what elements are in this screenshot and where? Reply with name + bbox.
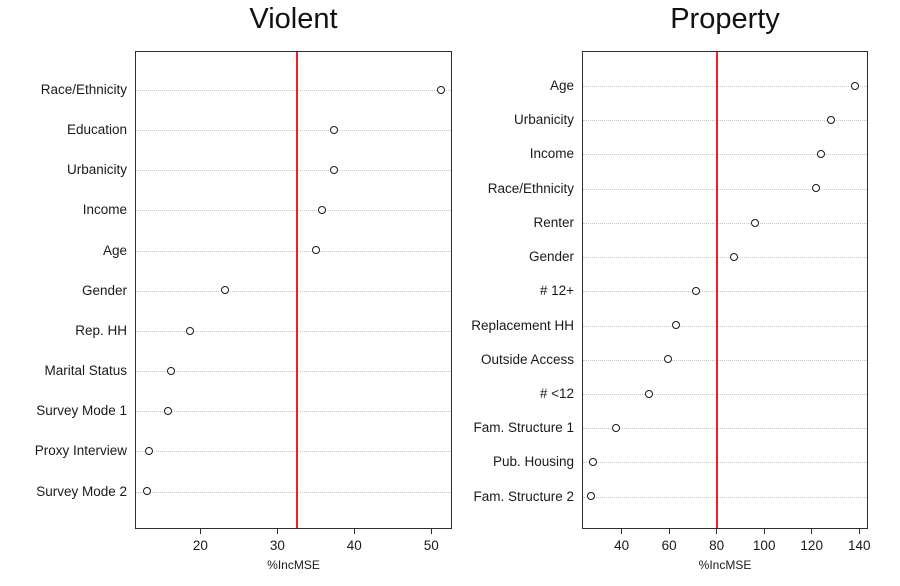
gridline bbox=[136, 451, 451, 453]
gridline bbox=[136, 371, 451, 373]
gridline bbox=[136, 250, 451, 252]
gridline bbox=[583, 120, 867, 122]
plot-area-property bbox=[582, 51, 868, 529]
y-axis-label: Income bbox=[529, 146, 574, 162]
x-axis-tick bbox=[199, 529, 201, 534]
chart-title-property: Property bbox=[670, 3, 780, 35]
x-axis-tick bbox=[716, 529, 718, 534]
data-point bbox=[143, 487, 151, 496]
data-point bbox=[436, 85, 445, 94]
x-axis-title-violent: %IncMSE bbox=[267, 558, 320, 572]
x-axis-tick bbox=[353, 529, 355, 534]
x-axis-tick-label: 80 bbox=[709, 538, 725, 553]
data-point bbox=[691, 287, 700, 296]
data-point bbox=[827, 115, 836, 124]
data-point bbox=[318, 206, 327, 215]
gridline bbox=[583, 257, 867, 259]
gridline bbox=[583, 462, 867, 464]
y-axis-label: Replacement HH bbox=[471, 317, 574, 333]
y-axis-label: Education bbox=[66, 122, 127, 138]
x-axis-tick bbox=[763, 529, 765, 534]
y-axis-label: Gender bbox=[81, 282, 127, 298]
x-axis-tick bbox=[668, 529, 670, 534]
reference-line bbox=[716, 52, 719, 528]
y-axis-label: Fam. Structure 1 bbox=[473, 420, 574, 436]
x-axis-tick-label: 20 bbox=[192, 538, 208, 553]
gridline bbox=[136, 290, 451, 292]
gridline bbox=[583, 291, 867, 293]
y-axis-label: Gender bbox=[528, 249, 574, 265]
x-axis-tick-label: 50 bbox=[423, 538, 439, 553]
data-point bbox=[329, 166, 338, 174]
gridline bbox=[136, 411, 451, 413]
gridline bbox=[583, 393, 867, 395]
data-point bbox=[811, 184, 820, 193]
gridline bbox=[136, 170, 451, 172]
data-point bbox=[144, 447, 153, 456]
gridline bbox=[583, 325, 867, 327]
data-point bbox=[166, 366, 175, 375]
gridline bbox=[136, 491, 451, 493]
y-axis-label: Urbanicity bbox=[66, 162, 127, 178]
y-axis-label: Race/Ethnicity bbox=[487, 180, 574, 196]
gridline bbox=[136, 210, 451, 212]
data-point bbox=[816, 150, 825, 159]
y-axis-label: Age bbox=[102, 242, 127, 258]
gridline bbox=[583, 428, 867, 430]
gridline bbox=[136, 330, 451, 332]
x-axis-tick-label: 60 bbox=[661, 538, 677, 553]
y-axis-label: Marital Status bbox=[44, 363, 127, 379]
data-point bbox=[163, 406, 172, 415]
x-axis-tick bbox=[811, 529, 813, 534]
y-axis-label: Rep. HH bbox=[75, 322, 127, 338]
gridline bbox=[583, 359, 867, 361]
y-axis-label: Renter bbox=[533, 214, 574, 230]
gridline bbox=[583, 86, 867, 87]
chart-title-violent: Violent bbox=[249, 3, 338, 35]
data-point bbox=[751, 218, 760, 227]
x-axis-tick bbox=[858, 529, 860, 534]
y-axis-label: Survey Mode 2 bbox=[36, 483, 127, 499]
data-point bbox=[186, 326, 195, 335]
y-axis-label: Pub. Housing bbox=[492, 454, 574, 470]
data-point bbox=[589, 458, 598, 467]
data-point bbox=[329, 125, 338, 134]
x-axis-tick-label: 40 bbox=[346, 538, 362, 553]
y-axis-label: # <12 bbox=[539, 385, 574, 401]
reference-line bbox=[295, 52, 298, 528]
y-axis-label: Proxy Interview bbox=[34, 443, 127, 459]
gridline bbox=[583, 154, 867, 156]
x-axis-tick bbox=[276, 529, 278, 534]
x-axis-title-property: %IncMSE bbox=[698, 558, 752, 572]
y-axis-label: Outside Access bbox=[480, 351, 574, 367]
data-point bbox=[729, 252, 738, 261]
x-axis-tick-label: 100 bbox=[752, 538, 776, 553]
gridline bbox=[583, 222, 867, 224]
gridline bbox=[583, 496, 867, 498]
data-point bbox=[850, 81, 859, 90]
y-axis-label: Survey Mode 1 bbox=[36, 403, 127, 419]
gridline bbox=[136, 90, 451, 91]
data-point bbox=[612, 423, 621, 432]
x-axis-tick-label: 120 bbox=[800, 538, 823, 553]
y-axis-label: Race/Ethnicity bbox=[40, 82, 127, 97]
y-axis-label: Fam. Structure 2 bbox=[473, 488, 574, 504]
x-axis-tick bbox=[430, 529, 432, 534]
x-axis-tick-label: 140 bbox=[847, 538, 871, 553]
gridline bbox=[136, 130, 451, 132]
y-axis-label: Age bbox=[549, 78, 574, 93]
y-axis-label: Income bbox=[82, 202, 127, 218]
data-point bbox=[664, 355, 673, 364]
x-axis-tick bbox=[621, 529, 623, 534]
data-point bbox=[671, 321, 680, 330]
x-axis-tick-label: 40 bbox=[614, 538, 630, 553]
y-axis-label: Urbanicity bbox=[513, 112, 574, 128]
data-point bbox=[587, 492, 596, 501]
gridline bbox=[583, 188, 867, 190]
y-axis-label: # 12+ bbox=[539, 283, 574, 299]
data-point bbox=[311, 246, 320, 255]
data-point bbox=[644, 389, 653, 398]
x-axis-tick-label: 30 bbox=[269, 538, 285, 553]
